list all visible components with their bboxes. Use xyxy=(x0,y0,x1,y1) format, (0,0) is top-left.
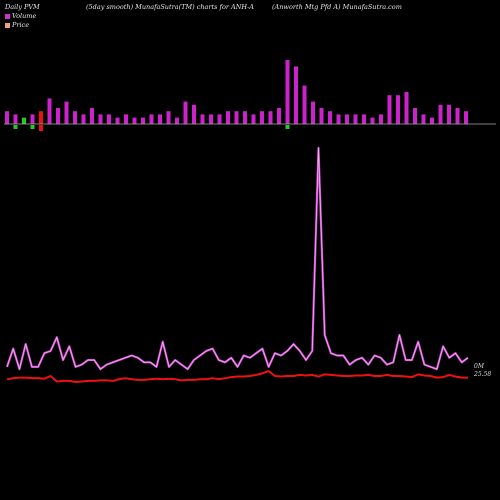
volume-bar xyxy=(438,104,443,124)
volume-bar xyxy=(464,111,468,124)
volume-bar xyxy=(200,114,205,124)
volume-bar xyxy=(328,111,332,124)
volume-bar xyxy=(294,66,298,124)
volume-bar xyxy=(396,95,400,124)
legend-price-swatch xyxy=(5,22,10,28)
volume-bar xyxy=(370,117,375,124)
volume-bar xyxy=(5,111,9,124)
volume-bar xyxy=(268,111,273,124)
legend-volume: Volume xyxy=(5,12,36,20)
volume-bar xyxy=(90,108,94,124)
volume-bar xyxy=(260,111,264,124)
volume-bar xyxy=(404,92,409,124)
price-last-label: 25.58 xyxy=(473,371,491,378)
volume-bar xyxy=(166,111,171,124)
volume-bar xyxy=(158,114,162,124)
volume-bar xyxy=(192,104,196,124)
volume-bar xyxy=(115,117,120,124)
volume-bars xyxy=(5,60,468,131)
volume-bar xyxy=(175,117,179,124)
volume-bar xyxy=(141,117,145,124)
volume-bar xyxy=(64,101,69,124)
volume-bar xyxy=(107,114,111,124)
volume-bar-below xyxy=(30,125,35,129)
volume-bar xyxy=(39,111,43,124)
chart-type-label: Daily PVM xyxy=(5,3,40,11)
legend-price: Price xyxy=(5,21,29,29)
volume-bar xyxy=(98,114,103,124)
volume-bar xyxy=(353,114,358,124)
legend-price-label: Price xyxy=(12,21,30,29)
volume-bar xyxy=(226,111,230,124)
volume-bar xyxy=(209,114,213,124)
legend-volume-swatch xyxy=(5,13,10,19)
volume-bar xyxy=(124,114,128,124)
lines-group xyxy=(5,146,469,383)
site-label: (Anworth Mtg Pfd A) MunafaSutra.com xyxy=(272,3,402,11)
volume-bar xyxy=(285,60,290,124)
volume-bar xyxy=(413,108,417,124)
volume-bar xyxy=(13,114,18,124)
volume-bar xyxy=(345,114,349,124)
volume-bar xyxy=(30,114,35,124)
volume-bar xyxy=(336,114,341,124)
volume-bar xyxy=(387,95,392,124)
volume-bar xyxy=(421,114,426,124)
volume-bar xyxy=(430,117,434,124)
volume-bar xyxy=(302,85,307,124)
volume-bar xyxy=(251,114,256,124)
volume-bar xyxy=(47,98,52,124)
volume-bar xyxy=(217,114,222,124)
price-line xyxy=(6,370,468,383)
legend-volume-label: Volume xyxy=(12,12,37,20)
volume-bar xyxy=(132,117,137,124)
volume-bar xyxy=(149,114,154,124)
chart-title: (5day smooth) MunafaSutra(TM) charts for… xyxy=(86,3,254,11)
volume-last-label: 0M xyxy=(474,363,485,370)
volume-bar xyxy=(56,108,60,124)
volume-bar xyxy=(362,114,366,124)
volume-bar xyxy=(183,101,188,124)
volume-bar-below xyxy=(285,125,290,129)
volume-bar xyxy=(22,117,26,124)
volume-line-highlight xyxy=(6,147,469,370)
volume-bar xyxy=(243,111,247,124)
volume-bar xyxy=(73,111,77,124)
volume-bar xyxy=(234,111,239,124)
volume-bar-below xyxy=(39,125,43,131)
volume-bar xyxy=(447,104,451,124)
volume-bar xyxy=(379,114,383,124)
volume-bar xyxy=(455,108,460,124)
volume-bar xyxy=(319,108,324,124)
volume-bar-below xyxy=(13,125,18,129)
volume-bar xyxy=(311,101,315,124)
volume-bar xyxy=(277,108,281,124)
volume-bar xyxy=(81,114,86,124)
